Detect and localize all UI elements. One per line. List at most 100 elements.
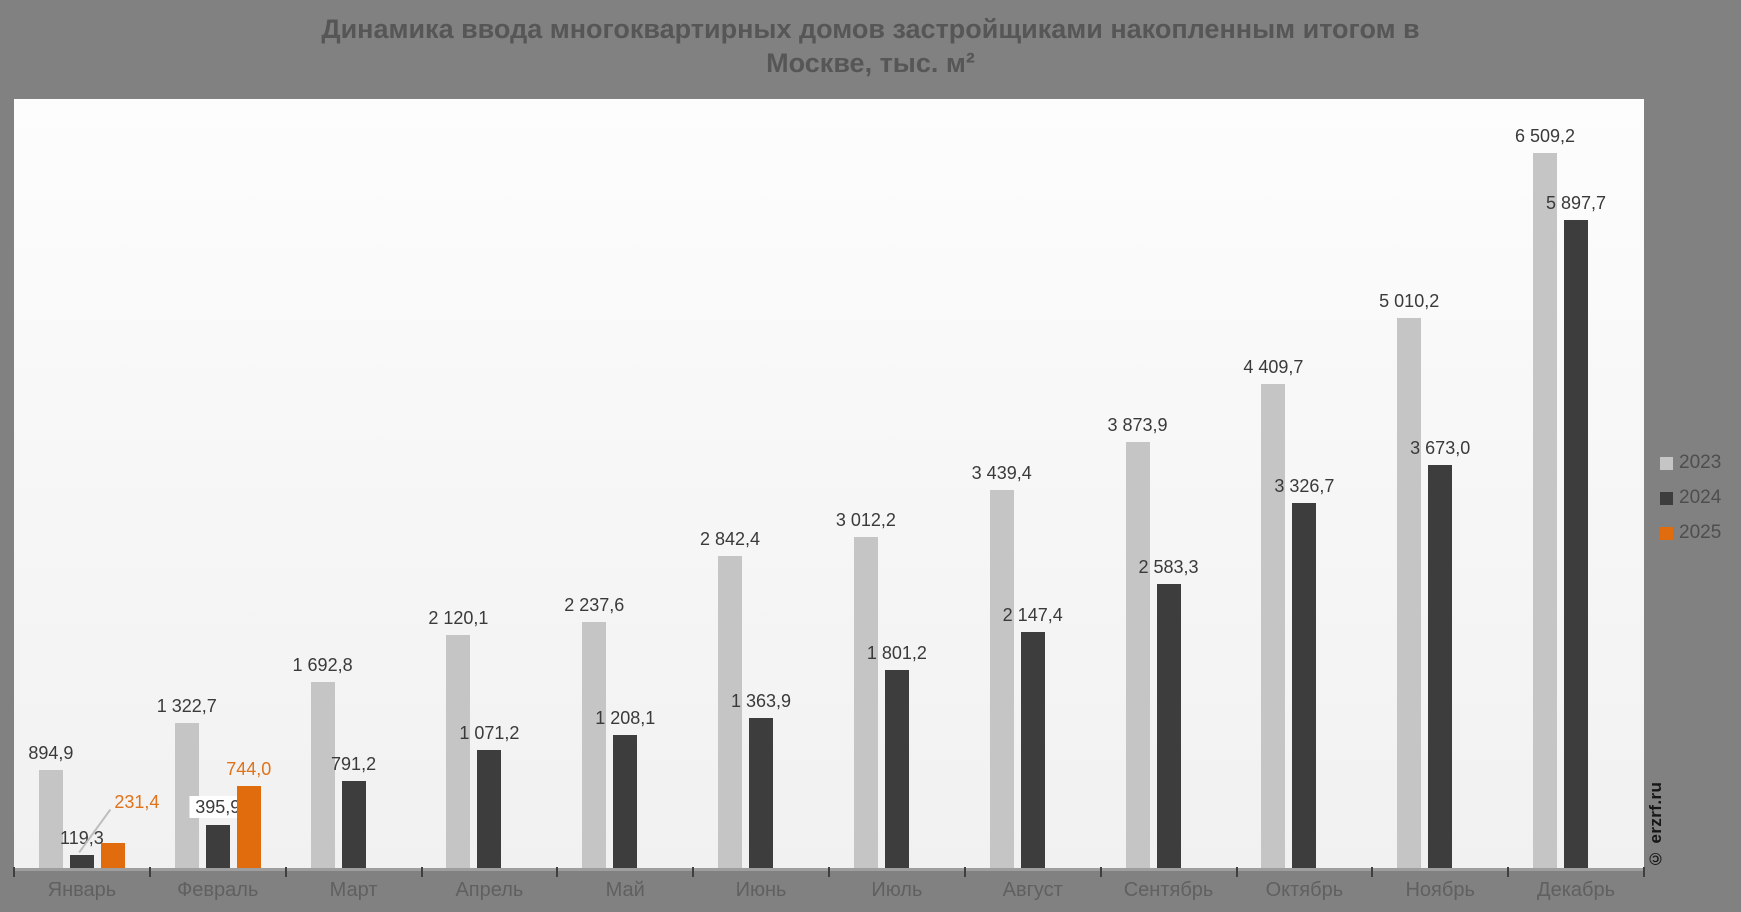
bar-2023 xyxy=(310,682,335,868)
bar-label: 3 439,4 xyxy=(971,463,1032,483)
bar-label: 791,2 xyxy=(331,754,377,774)
month-label: Январь xyxy=(47,879,117,901)
bar-label: 894,9 xyxy=(28,743,74,763)
bar-2024 xyxy=(477,750,502,868)
axis-tick xyxy=(13,867,15,877)
bar-label: 231,4 xyxy=(114,792,160,812)
month-label: Сентябрь xyxy=(1123,879,1214,901)
axis-tick xyxy=(1099,867,1102,877)
month-label: Ноябрь xyxy=(1405,879,1475,901)
bar-label: 2 583,3 xyxy=(1138,557,1199,577)
month-label: Июль xyxy=(871,879,923,901)
watermark: © erzrf.ru xyxy=(1646,781,1665,868)
bar-2023 xyxy=(38,770,63,868)
bar-slot: 4 409,7 xyxy=(1243,99,1303,868)
plot-area: 894,9 119,3 231,4 1 322,7 395,9 744,0 1 692,8 7… xyxy=(14,99,1644,868)
axis-tick xyxy=(556,867,559,877)
bar-label: 2 120,1 xyxy=(428,608,489,628)
axis-tick xyxy=(828,867,830,877)
bar-2024 xyxy=(749,718,774,868)
legend-label: 2025 xyxy=(1679,522,1722,543)
bar-2023 xyxy=(446,635,471,868)
axis-tick xyxy=(420,867,423,877)
chart-title-line2: Москве, тыс. м² xyxy=(766,48,975,78)
month-group: 2 237,6 1 208,1 xyxy=(557,99,693,868)
bar-2025 xyxy=(100,843,125,868)
month-group: 5 010,2 3 673,0 xyxy=(1372,99,1508,868)
legend-swatch xyxy=(1660,491,1673,505)
x-axis: Январь Февраль Март Апрель Май Июнь Июль Август… xyxy=(13,867,1645,912)
month-label: Декабрь xyxy=(1537,879,1616,901)
bar-slot: 2 120,1 xyxy=(428,99,488,868)
axis-tick xyxy=(1371,867,1374,877)
bar-slot xyxy=(508,99,532,868)
bar-slot: 3 673,0 xyxy=(1410,99,1470,868)
chart-title: Динамика ввода многоквартирных домов зас… xyxy=(0,12,1741,80)
bar-2024 xyxy=(1428,465,1453,868)
bar-label: 3 873,9 xyxy=(1107,415,1168,435)
bar-2023 xyxy=(853,537,878,868)
axis-tick xyxy=(284,867,287,877)
legend: 2023 2024 2025 xyxy=(1660,452,1721,544)
chart-title-line1: Динамика ввода многоквартирных домов зас… xyxy=(321,14,1420,44)
legend-item: 2024 xyxy=(1660,487,1721,509)
legend-item: 2025 xyxy=(1660,522,1721,544)
bar-2023 xyxy=(1533,153,1558,868)
legend-swatch xyxy=(1660,526,1673,540)
bar-slot: 5 897,7 xyxy=(1546,99,1606,868)
month-label: Июнь xyxy=(735,879,787,901)
bar-slot xyxy=(1052,99,1076,868)
legend-item: 2023 xyxy=(1660,452,1721,474)
bar-slot: 1 322,7 xyxy=(157,99,217,868)
bar-2024 xyxy=(884,670,909,868)
bar-2024 xyxy=(69,855,94,868)
bar-label: 3 326,7 xyxy=(1274,476,1335,496)
bar-2024 xyxy=(613,735,638,868)
bar-label: 3 673,0 xyxy=(1410,438,1471,458)
bar-label: 1 692,8 xyxy=(292,655,353,675)
bar-slot: 3 439,4 xyxy=(972,99,1032,868)
month-group: 1 322,7 395,9 744,0 xyxy=(150,99,286,868)
bar-slot xyxy=(1595,99,1619,868)
bar-label: 2 147,4 xyxy=(1002,605,1063,625)
bar-label: 3 012,2 xyxy=(835,510,896,530)
bar-slot: 1 692,8 xyxy=(293,99,353,868)
bar-label: 6 509,2 xyxy=(1514,126,1576,146)
bar-label: 1 322,7 xyxy=(156,696,217,716)
bar-2024 xyxy=(1564,220,1589,868)
month-group: 1 692,8 791,2 xyxy=(286,99,422,868)
axis-tick xyxy=(1235,867,1238,877)
bar-slot: 1 208,1 xyxy=(595,99,655,868)
bar-label: 2 237,6 xyxy=(564,595,625,615)
month-group: 4 409,7 3 326,7 xyxy=(1236,99,1372,868)
bar-label: 4 409,7 xyxy=(1243,357,1304,377)
bar-slot xyxy=(1188,99,1212,868)
bar-slot xyxy=(916,99,940,868)
bar-slot: 6 509,2 xyxy=(1515,99,1575,868)
bar-label: 5 010,2 xyxy=(1379,291,1440,311)
bar-slot: 2 842,4 xyxy=(700,99,760,868)
bar-slot: 1 071,2 xyxy=(459,99,519,868)
bar-slot: 231,4 xyxy=(100,99,159,868)
bar-2023 xyxy=(1261,384,1286,868)
month-label: Февраль xyxy=(177,879,259,901)
legend-label: 2023 xyxy=(1679,452,1722,473)
axis-tick xyxy=(1643,867,1645,877)
month-label: Апрель xyxy=(455,879,524,901)
bar-2023 xyxy=(582,622,607,868)
bar-label: 744,0 xyxy=(226,759,272,779)
legend-label: 2024 xyxy=(1679,487,1722,508)
bar-slot: 791,2 xyxy=(331,99,376,868)
bar-label: 1 363,9 xyxy=(731,691,792,711)
bar-label: 2 842,4 xyxy=(700,529,761,549)
bar-slot: 3 873,9 xyxy=(1108,99,1168,868)
month-group: 3 012,2 1 801,2 xyxy=(829,99,965,868)
bar-label: 1 801,2 xyxy=(866,643,927,663)
axis-tick xyxy=(963,867,966,877)
bar-label: 1 071,2 xyxy=(459,723,520,743)
bar-2023 xyxy=(174,723,199,868)
bar-2024 xyxy=(1292,503,1317,868)
bar-slot xyxy=(1323,99,1347,868)
month-label: Октябрь xyxy=(1265,879,1344,901)
